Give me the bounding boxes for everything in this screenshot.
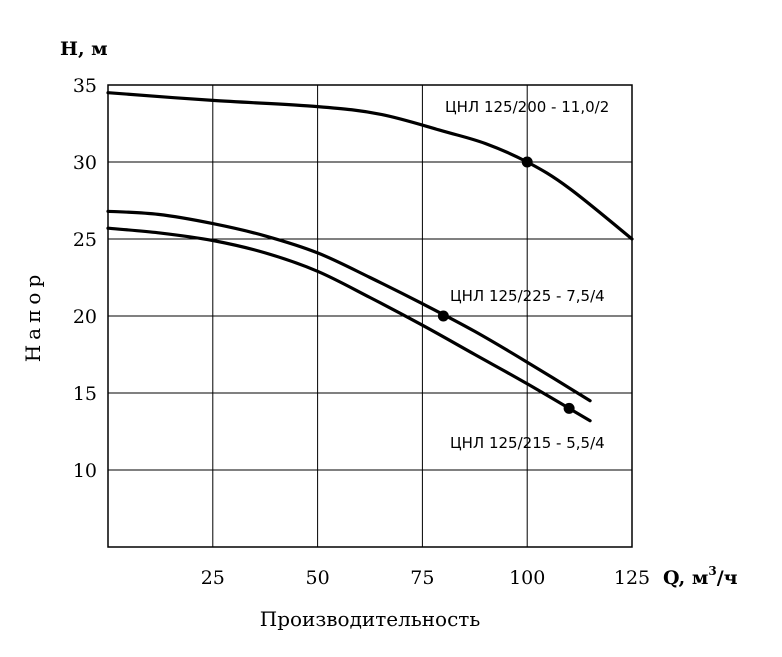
y-unit-label: H, м <box>60 38 108 60</box>
grid-lines <box>108 85 632 547</box>
x-tick-label: 75 <box>410 567 434 589</box>
series-line-3 <box>106 226 592 423</box>
x-tick-label: 25 <box>201 567 225 589</box>
y-tick-label: 15 <box>73 383 97 405</box>
series-point-1 <box>521 156 533 168</box>
y-tick-label: 10 <box>73 460 97 482</box>
plot-frame <box>107 84 633 548</box>
series-label-3: ЦНЛ 125/215 - 5,5/4 <box>450 434 605 452</box>
y-axis-label: Напор <box>21 270 45 363</box>
y-tick-label: 25 <box>73 229 97 251</box>
y-tick-label: 20 <box>73 306 97 328</box>
x-tick-label: 50 <box>306 567 330 589</box>
curves: ЦНЛ 125/200 - 11,0/2 ЦНЛ 125/225 - 7,5/4 Ц… <box>106 91 634 452</box>
series-label-2: ЦНЛ 125/225 - 7,5/4 <box>450 287 605 305</box>
series-point-2 <box>437 310 449 322</box>
series-label-1: ЦНЛ 125/200 - 11,0/2 <box>445 98 609 116</box>
y-tick-label: 30 <box>73 152 97 174</box>
y-tick-label: 35 <box>73 75 97 97</box>
series-line-2 <box>106 209 592 403</box>
x-unit-label: Q, м3/ч <box>663 564 738 589</box>
x-tick-label: 100 <box>509 567 545 589</box>
series-point-3 <box>563 402 575 414</box>
series-line-1 <box>106 91 634 241</box>
tick-labels: 25 50 75 100 125 10 15 20 25 30 35 <box>73 75 650 589</box>
x-axis-label: Производительность <box>260 607 481 631</box>
x-tick-label: 125 <box>614 567 650 589</box>
